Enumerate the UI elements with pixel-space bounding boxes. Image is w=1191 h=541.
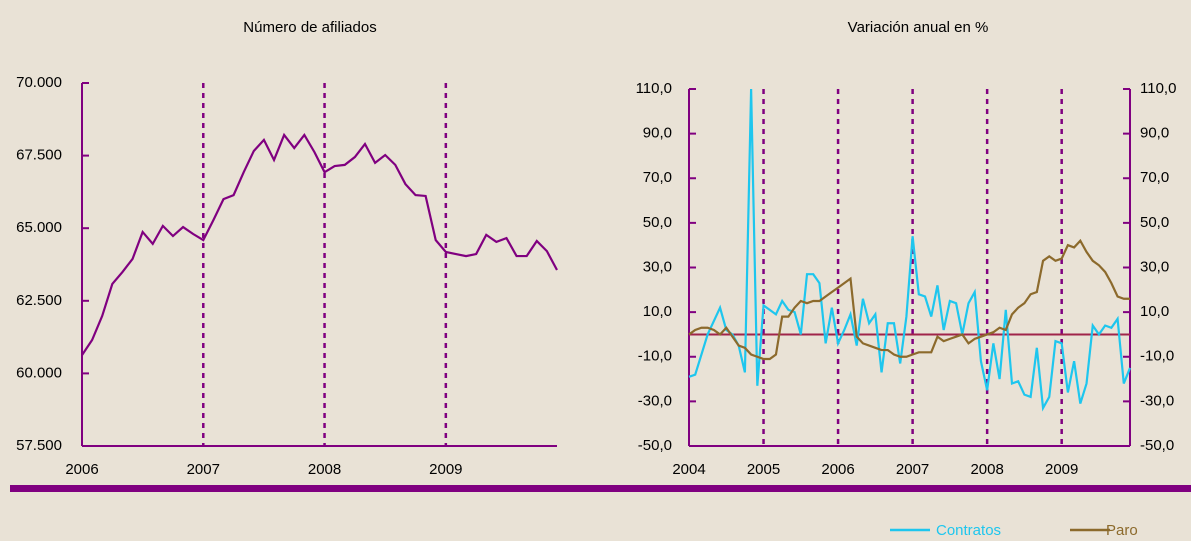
data-line <box>688 88 1132 412</box>
y-tick-label: 30,0 <box>643 258 672 275</box>
y-tick-label: -30,0 <box>638 392 672 409</box>
chart-title: Variación anual en % <box>848 19 989 36</box>
y-tick-label: 67.500 <box>16 147 62 164</box>
x-tick-label: 2007 <box>187 461 220 478</box>
y-tick-label: -50,0 <box>638 437 672 454</box>
y-tick-label: 110,0 <box>636 80 672 97</box>
divider-bar <box>10 485 1191 492</box>
y-tick-label: 70,0 <box>643 169 672 186</box>
y-tick-label: 90,0 <box>643 125 672 142</box>
y2-tick-label: -50,0 <box>1140 437 1174 454</box>
x-tick-label: 2008 <box>970 461 1003 478</box>
x-tick-label: 2006 <box>821 461 854 478</box>
y2-tick-label: 110,0 <box>1140 80 1176 97</box>
y-tick-label: 50,0 <box>643 214 672 231</box>
y-tick-label: 65.000 <box>16 219 62 236</box>
x-tick-label: 2009 <box>429 461 462 478</box>
y2-tick-label: 10,0 <box>1140 303 1169 320</box>
y-tick-label: 70.000 <box>16 74 62 91</box>
y-tick-label: 10,0 <box>643 303 672 320</box>
data-line <box>81 132 558 356</box>
y-tick-label: 57.500 <box>16 437 62 454</box>
y2-tick-label: -10,0 <box>1140 348 1174 365</box>
x-tick-label: 2006 <box>65 461 98 478</box>
x-tick-label: 2009 <box>1045 461 1078 478</box>
y2-tick-label: 30,0 <box>1140 258 1169 275</box>
y2-tick-label: 70,0 <box>1140 169 1169 186</box>
y-tick-label: 62.500 <box>16 292 62 309</box>
y2-tick-label: 50,0 <box>1140 214 1169 231</box>
y2-tick-label: -30,0 <box>1140 392 1174 409</box>
data-line <box>688 238 1130 361</box>
y-tick-label: -10,0 <box>638 348 672 365</box>
legend-label: Paro <box>1106 522 1138 539</box>
x-tick-label: 2004 <box>672 461 705 478</box>
x-tick-label: 2008 <box>308 461 341 478</box>
legend-label: Contratos <box>936 522 1001 539</box>
x-tick-label: 2007 <box>896 461 929 478</box>
x-tick-label: 2005 <box>747 461 780 478</box>
y2-tick-label: 90,0 <box>1140 125 1169 142</box>
y-tick-label: 60.000 <box>16 364 62 381</box>
chart-title: Número de afiliados <box>243 19 376 36</box>
